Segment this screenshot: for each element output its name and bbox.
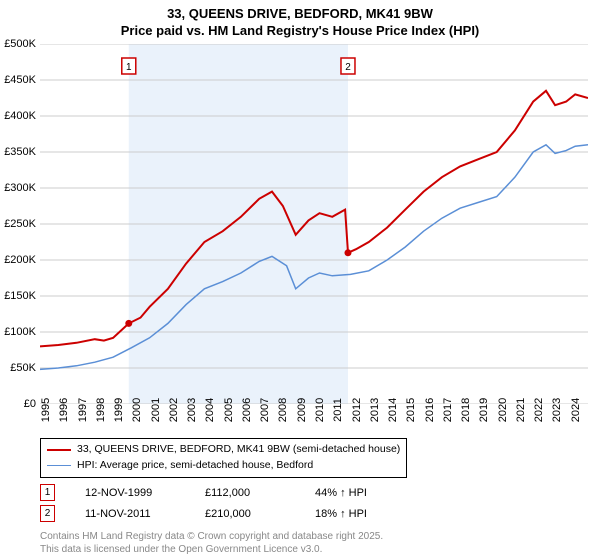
attribution: Contains HM Land Registry data © Crown c…	[40, 531, 383, 556]
sale-hpi: 18% ↑ HPI	[315, 508, 367, 520]
legend-row-hpi: HPI: Average price, semi-detached house,…	[47, 458, 400, 474]
y-tick: £100K	[0, 326, 36, 338]
x-tick: 1996	[58, 398, 70, 422]
x-tick: 2008	[277, 398, 289, 422]
x-tick: 1998	[95, 398, 107, 422]
x-tick: 2023	[551, 398, 563, 422]
y-tick: £200K	[0, 254, 36, 266]
y-tick: £250K	[0, 218, 36, 230]
x-tick: 2012	[351, 398, 363, 422]
x-tick: 2006	[241, 398, 253, 422]
x-tick: 2002	[168, 398, 180, 422]
x-tick: 2015	[405, 398, 417, 422]
chart-area: 12 £0£50K£100K£150K£200K£250K£300K£350K£…	[40, 44, 588, 404]
sale-price: £210,000	[205, 508, 285, 520]
x-tick: 2000	[131, 398, 143, 422]
legend-row-price: 33, QUEENS DRIVE, BEDFORD, MK41 9BW (sem…	[47, 442, 400, 458]
sale-markers-list: 1 12-NOV-1999 £112,000 44% ↑ HPI 2 11-NO…	[40, 480, 367, 522]
svg-text:2: 2	[345, 62, 351, 73]
x-tick: 2021	[515, 398, 527, 422]
x-tick: 2020	[497, 398, 509, 422]
sale-row: 2 11-NOV-2011 £210,000 18% ↑ HPI	[40, 505, 367, 522]
x-tick: 1999	[113, 398, 125, 422]
x-tick: 1997	[77, 398, 89, 422]
y-tick: £400K	[0, 110, 36, 122]
y-tick: £0	[0, 398, 36, 410]
sale-date: 11-NOV-2011	[85, 508, 175, 520]
legend: 33, QUEENS DRIVE, BEDFORD, MK41 9BW (sem…	[40, 438, 407, 478]
attribution-line-1: Contains HM Land Registry data © Crown c…	[40, 531, 383, 544]
x-tick: 2001	[150, 398, 162, 422]
title-line-2: Price paid vs. HM Land Registry's House …	[0, 23, 600, 40]
x-tick: 2014	[387, 398, 399, 422]
x-tick: 2013	[369, 398, 381, 422]
x-tick: 2024	[570, 398, 582, 422]
x-tick: 2007	[259, 398, 271, 422]
x-tick: 2017	[442, 398, 454, 422]
x-tick: 2018	[460, 398, 472, 422]
x-tick: 2011	[332, 398, 344, 422]
sale-marker-1: 1	[40, 484, 55, 501]
y-tick: £150K	[0, 290, 36, 302]
x-tick: 2022	[533, 398, 545, 422]
x-tick: 2016	[424, 398, 436, 422]
x-tick: 2019	[478, 398, 490, 422]
x-tick: 2004	[204, 398, 216, 422]
sale-hpi: 44% ↑ HPI	[315, 487, 367, 499]
svg-text:1: 1	[126, 62, 132, 73]
sale-price: £112,000	[205, 487, 285, 499]
x-tick: 2005	[223, 398, 235, 422]
legend-swatch-price	[47, 449, 71, 451]
sale-date: 12-NOV-1999	[85, 487, 175, 499]
sale-row: 1 12-NOV-1999 £112,000 44% ↑ HPI	[40, 484, 367, 501]
attribution-line-2: This data is licensed under the Open Gov…	[40, 544, 383, 557]
legend-swatch-hpi	[47, 465, 71, 467]
y-tick: £350K	[0, 146, 36, 158]
sale-marker-2: 2	[40, 505, 55, 522]
title-line-1: 33, QUEENS DRIVE, BEDFORD, MK41 9BW	[0, 6, 600, 23]
y-tick: £50K	[0, 362, 36, 374]
y-tick: £500K	[0, 38, 36, 50]
x-tick: 2010	[314, 398, 326, 422]
legend-label-hpi: HPI: Average price, semi-detached house,…	[77, 458, 313, 474]
x-tick: 2003	[186, 398, 198, 422]
y-tick: £450K	[0, 74, 36, 86]
y-tick: £300K	[0, 182, 36, 194]
line-chart: 12	[40, 44, 588, 404]
legend-label-price: 33, QUEENS DRIVE, BEDFORD, MK41 9BW (sem…	[77, 442, 400, 458]
x-tick: 2009	[296, 398, 308, 422]
x-tick: 1995	[40, 398, 52, 422]
chart-title: 33, QUEENS DRIVE, BEDFORD, MK41 9BW Pric…	[0, 0, 600, 40]
